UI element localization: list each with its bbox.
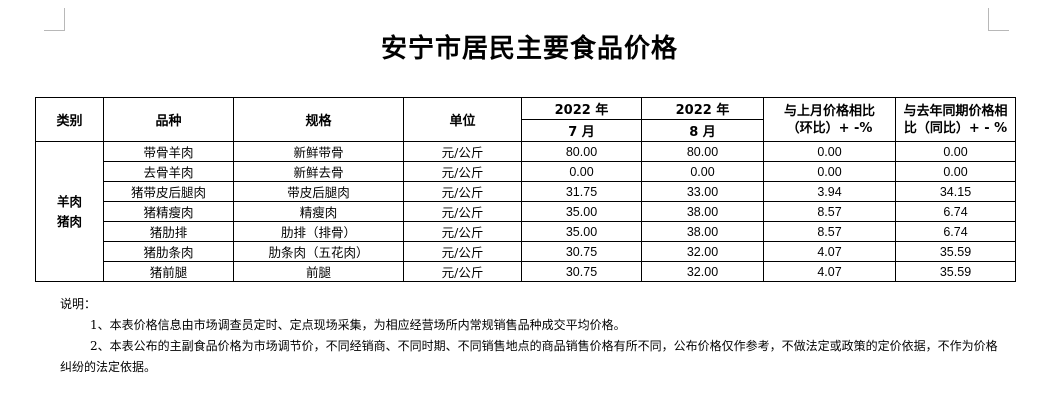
unit-cell: 元/公斤 — [403, 141, 522, 162]
unit-cell: 元/公斤 — [403, 221, 522, 242]
august-price-cell: 38.00 — [641, 201, 764, 222]
july-price-cell: 35.00 — [521, 201, 642, 222]
yoy-cell: 6.74 — [895, 221, 1016, 242]
header-month-august: 8 月 — [641, 119, 764, 142]
mom-cell: 8.57 — [763, 201, 896, 222]
july-price-cell: 31.75 — [521, 181, 642, 202]
table-row: 羊肉 猪肉 带骨羊肉 新鲜带骨 元/公斤 80.00 80.00 0.00 0.… — [35, 141, 1016, 282]
table-row: 猪肋排 肋排（排骨） 元/公斤 35.00 38.00 8.57 6.74 — [36, 221, 1016, 242]
unit-cell: 元/公斤 — [403, 161, 522, 182]
note-1: 1、本表价格信息由市场调查员定时、定点现场采集，为相应经营场所内常规销售品种成交… — [90, 318, 626, 332]
spec-cell: 前腿 — [233, 261, 404, 282]
yoy-cell: 0.00 — [895, 141, 1016, 162]
item-cell: 猪肋条肉 — [103, 241, 234, 262]
yoy-cell: 35.59 — [895, 261, 1016, 282]
unit-cell: 元/公斤 — [403, 181, 522, 202]
header-year-august: 2022 年 — [641, 97, 764, 120]
mom-cell: 0.00 — [763, 141, 896, 162]
yoy-cell: 6.74 — [895, 201, 1016, 222]
header-mom-line2: （环比）+ -% — [786, 120, 873, 136]
august-price-cell: 33.00 — [641, 181, 764, 202]
page-corner-mark-left — [44, 8, 65, 31]
august-price-cell: 38.00 — [641, 221, 764, 242]
yoy-cell: 35.59 — [895, 241, 1016, 262]
page-corner-mark-right — [988, 8, 1009, 31]
category-label-1: 羊肉 — [56, 193, 82, 209]
header-month-july: 7 月 — [521, 119, 642, 142]
item-cell: 猪肋排 — [103, 221, 234, 242]
header-category: 类别 — [35, 97, 104, 142]
table-row: 去骨羊肉 新鲜去骨 元/公斤 0.00 0.00 0.00 0.00 — [36, 161, 1016, 182]
page-title: 安宁市居民主要食品价格 — [380, 34, 678, 64]
header-spec: 规格 — [233, 97, 404, 142]
item-cell: 猪带皮后腿肉 — [103, 181, 234, 202]
mom-cell: 4.07 — [763, 261, 896, 282]
august-price-cell: 0.00 — [641, 161, 764, 182]
category-cell: 羊肉 猪肉 — [35, 141, 104, 282]
notes-section: 说明： 1、本表价格信息由市场调查员定时、定点现场采集，为相应经营场所内常规销售… — [60, 294, 1000, 378]
header-mom-line1: 与上月价格相比 — [783, 103, 875, 119]
price-table: 类别 品种 规格 单位 2022 年 2022 年 与上月价格相比 （环比）+ … — [35, 97, 1016, 282]
note-2: 2、本表公布的主副食品价格为市场调节价，不同经销商、不同时期、不同销售地点的商品… — [60, 339, 998, 374]
spec-cell: 精瘦肉 — [233, 201, 404, 222]
mom-cell: 3.94 — [763, 181, 896, 202]
table-row: 猪精瘦肉 精瘦肉 元/公斤 35.00 38.00 8.57 6.74 — [36, 201, 1016, 222]
yoy-cell: 34.15 — [895, 181, 1016, 202]
july-price-cell: 80.00 — [521, 141, 642, 162]
table-row: 猪肋条肉 肋条肉（五花肉） 元/公斤 30.75 32.00 4.07 35.5… — [36, 241, 1016, 262]
header-row-months: 7 月 8 月 — [36, 119, 1016, 142]
august-price-cell: 80.00 — [641, 141, 764, 162]
july-price-cell: 35.00 — [521, 221, 642, 242]
header-yoy-line2: 比（同比）+ - % — [903, 120, 1008, 136]
header-row: 类别 品种 规格 单位 2022 年 2022 年 与上月价格相比 （环比）+ … — [35, 97, 1016, 142]
header-year-july: 2022 年 — [521, 97, 642, 120]
july-price-cell: 30.75 — [521, 241, 642, 262]
unit-cell: 元/公斤 — [403, 241, 522, 262]
header-yoy-line1: 与去年同期价格相 — [903, 103, 1008, 119]
august-price-cell: 32.00 — [641, 261, 764, 282]
july-price-cell: 0.00 — [521, 161, 642, 182]
august-price-cell: 32.00 — [641, 241, 764, 262]
mom-cell: 4.07 — [763, 241, 896, 262]
header-unit: 单位 — [403, 97, 522, 142]
header-mom: 与上月价格相比 （环比）+ -% — [763, 97, 896, 142]
item-cell: 去骨羊肉 — [103, 161, 234, 182]
mom-cell: 0.00 — [763, 161, 896, 182]
item-cell: 带骨羊肉 — [103, 141, 234, 162]
unit-cell: 元/公斤 — [403, 201, 522, 222]
spec-cell: 新鲜去骨 — [233, 161, 404, 182]
spec-cell: 肋条肉（五花肉） — [233, 241, 404, 262]
item-cell: 猪精瘦肉 — [103, 201, 234, 222]
header-yoy: 与去年同期价格相 比（同比）+ - % — [895, 97, 1016, 142]
spec-cell: 肋排（排骨） — [233, 221, 404, 242]
yoy-cell: 0.00 — [895, 161, 1016, 182]
header-item: 品种 — [103, 97, 234, 142]
item-cell: 猪前腿 — [103, 261, 234, 282]
notes-heading: 说明： — [60, 297, 97, 311]
spec-cell: 带皮后腿肉 — [233, 181, 404, 202]
spec-cell: 新鲜带骨 — [233, 141, 404, 162]
mom-cell: 8.57 — [763, 221, 896, 242]
july-price-cell: 30.75 — [521, 261, 642, 282]
table-row: 猪带皮后腿肉 带皮后腿肉 元/公斤 31.75 33.00 3.94 34.15 — [36, 181, 1016, 202]
table-row: 猪前腿 前腿 元/公斤 30.75 32.00 4.07 35.59 — [36, 261, 1016, 282]
category-label-2: 猪肉 — [56, 213, 82, 229]
unit-cell: 元/公斤 — [403, 261, 522, 282]
